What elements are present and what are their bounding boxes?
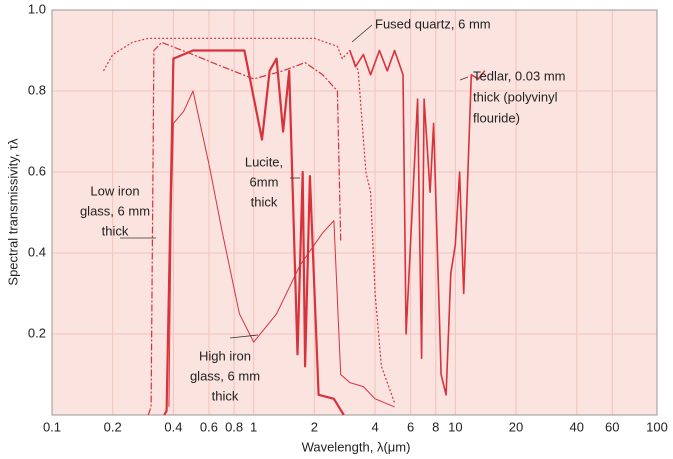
y-axis-title: Spectral transmissivity, τλ [5, 138, 20, 286]
y-tick-label: 0.2 [28, 325, 46, 340]
y-tick-label: 1.0 [28, 1, 46, 16]
x-tick-label: 40 [570, 419, 584, 434]
plot-border [51, 9, 658, 416]
series-label: High iron [199, 348, 251, 363]
leader-line [459, 76, 469, 81]
x-axis-title: Wavelength, λ(μm) [302, 439, 411, 454]
x-tick-label: 0.4 [164, 419, 182, 434]
series-label: Fused quartz, 6 mm [375, 16, 491, 31]
x-tick-label: 60 [605, 419, 619, 434]
y-tick-label: 0.6 [28, 163, 46, 178]
x-tick-label: 2 [311, 419, 318, 434]
x-tick-label: 4 [371, 419, 378, 434]
plot-background [52, 10, 657, 415]
series-line [163, 49, 345, 416]
series-label: 6mm [250, 174, 279, 189]
x-tick-label: 1 [250, 419, 257, 434]
series-label: thick (polyvinyl [473, 89, 558, 104]
series-label: Lucite, [245, 154, 283, 169]
series-label: glass, 6 mm [190, 368, 260, 383]
series-label: glass, 6 mm [80, 203, 150, 218]
series-line [349, 49, 486, 396]
series-label: thick [212, 388, 239, 403]
y-tick-label: 0.8 [28, 82, 46, 97]
leader-line [351, 24, 373, 43]
series-line [168, 90, 395, 408]
x-tick-label: 0.2 [104, 419, 122, 434]
y-tick-label: 0.4 [28, 244, 46, 259]
x-tick-label: 8 [432, 419, 439, 434]
series-label: Tedlar, 0.03 mm [473, 68, 566, 83]
x-tick-label: 20 [509, 419, 523, 434]
x-tick-label: 0.8 [225, 419, 243, 434]
series-label: flouride) [473, 110, 520, 125]
x-tick-label: 10 [448, 419, 462, 434]
x-tick-label: 6 [407, 419, 414, 434]
series-label: thick [102, 223, 129, 238]
series-label: thick [251, 194, 278, 209]
x-tick-label: 0.6 [200, 419, 218, 434]
leader-line [229, 334, 259, 339]
x-tick-label: 100 [646, 419, 668, 434]
series-line [102, 37, 396, 404]
series-line [147, 41, 342, 416]
x-tick-label: 0.1 [43, 419, 61, 434]
series-label: Low iron [90, 183, 139, 198]
